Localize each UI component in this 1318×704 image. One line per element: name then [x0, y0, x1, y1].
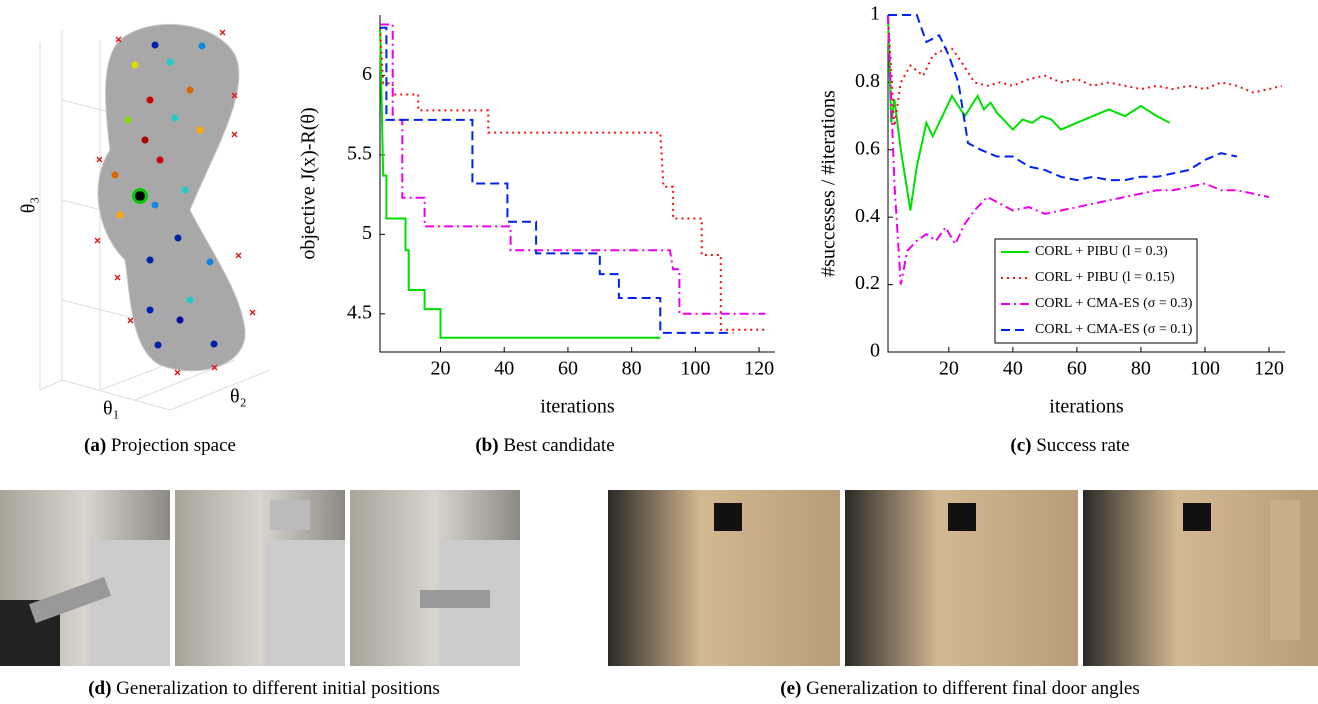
y-tick-label: 0.2 [855, 272, 880, 294]
caption-label: (e) [780, 678, 801, 699]
series-line [380, 26, 734, 334]
x-tick-label: 80 [1131, 358, 1151, 380]
y-tick-label: 0.6 [855, 137, 880, 159]
x-axis-label: iterations [1049, 396, 1124, 418]
x-tick-label: 60 [1067, 358, 1087, 380]
caption-text: Generalization to different final door a… [806, 678, 1140, 699]
y-tick-label: 0 [870, 340, 880, 362]
y-tick-label: 4.5 [347, 301, 372, 323]
y-axis-label: #successes / #iterations [818, 90, 840, 277]
caption: (b) Best candidate [475, 435, 614, 456]
legend-label: CORL + CMA-ES (σ = 0.3) [1035, 296, 1193, 311]
series-line [379, 24, 661, 339]
caption-label: (d) [88, 678, 111, 699]
x-tick-label: 60 [558, 358, 578, 380]
caption: (d) Generalization to different initial … [88, 678, 440, 699]
axis-frame [379, 15, 775, 353]
series-line [888, 14, 1238, 182]
x-tick-label: 120 [744, 358, 774, 380]
y-tick-label: 1 [870, 3, 880, 25]
caption: (e) Generalization to different final do… [780, 678, 1139, 699]
caption-label: (a) [84, 435, 106, 456]
x-tick-label: 100 [680, 358, 710, 380]
caption-text: Success rate [1036, 435, 1129, 456]
series-line [380, 23, 766, 315]
y-tick-label: 5 [362, 222, 372, 244]
caption-label: (b) [475, 435, 498, 456]
axis-label: θ₃ [18, 197, 40, 214]
y-tick-label: 0.8 [855, 70, 880, 92]
caption-text: Best candidate [503, 435, 614, 456]
caption: (c) Success rate [1010, 435, 1129, 456]
legend-label: CORL + CMA-ES (σ = 0.1) [1035, 322, 1193, 337]
caption-label: (c) [1010, 435, 1031, 456]
x-tick-label: 20 [939, 358, 959, 380]
series-line [887, 14, 1171, 211]
y-tick-label: 5.5 [347, 142, 372, 164]
x-tick-label: 20 [431, 358, 451, 380]
x-tick-label: 100 [1190, 358, 1220, 380]
axis-label: θ₁ [103, 398, 120, 420]
y-tick-label: 0.4 [855, 205, 880, 227]
legend-label: CORL + PIBU (l = 0.15) [1035, 270, 1175, 285]
y-axis-label: objective J(x)-R(θ) [298, 107, 320, 259]
projection-panel [39, 23, 271, 411]
photo-strip [0, 490, 1318, 666]
series-line [379, 27, 766, 331]
x-tick-label: 80 [622, 358, 642, 380]
y-tick-label: 6 [362, 63, 372, 85]
legend-box [994, 238, 1198, 344]
x-axis-label: iterations [540, 396, 615, 418]
axis-label: θ₂ [230, 386, 247, 408]
x-tick-label: 120 [1254, 358, 1284, 380]
caption: (a) Projection space [84, 435, 236, 456]
x-tick-label: 40 [1003, 358, 1023, 380]
caption-text: Projection space [111, 435, 236, 456]
series-line [887, 14, 1283, 127]
caption-text: Generalization to different initial posi… [116, 678, 440, 699]
x-tick-label: 40 [494, 358, 514, 380]
series-line [887, 14, 1270, 285]
legend-label: CORL + PIBU (l = 0.3) [1035, 244, 1168, 259]
